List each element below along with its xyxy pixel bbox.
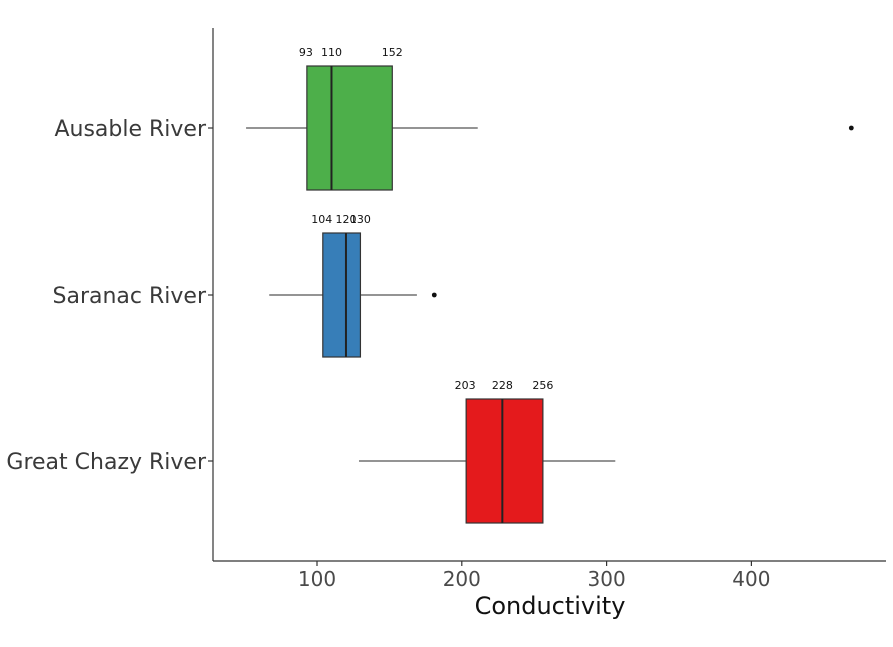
x-axis-title: Conductivity [475, 592, 626, 620]
data-label-ausable-river-2: 152 [382, 46, 403, 59]
category-label-saranac-river: Saranac River [53, 284, 207, 309]
outlier-point-ausable-river-0 [848, 125, 854, 131]
category-label-ausable-river: Ausable River [54, 117, 206, 142]
iqr-box-ausable-river [306, 65, 393, 191]
y-axis-labels: Ausable River Saranac River Great Chazy Ri… [6, 117, 213, 475]
outlier-point-saranac-river-0 [431, 292, 437, 298]
data-label-great-chazy-river-1: 228 [492, 379, 513, 392]
data-label-ausable-river-1: 110 [321, 46, 342, 59]
x-tick-label-100: 100 [298, 567, 336, 591]
data-label-great-chazy-river-2: 256 [532, 379, 553, 392]
data-label-saranac-river-0: 104 [311, 213, 332, 226]
iqr-box-saranac-river [322, 232, 362, 358]
data-label-saranac-river-2: 130 [350, 213, 371, 226]
box-great-chazy-river: 203 228 256 [358, 379, 616, 524]
x-tick-label-300: 300 [588, 567, 626, 591]
data-label-great-chazy-river-0: 203 [455, 379, 476, 392]
x-tick-label-200: 200 [443, 567, 481, 591]
category-label-great-chazy-river: Great Chazy River [6, 450, 207, 475]
box-ausable-river: 93 110 152 [246, 46, 854, 191]
iqr-box-great-chazy-river [465, 398, 544, 524]
data-label-saranac-river-1: 120 [335, 213, 356, 226]
x-tick-label-400: 400 [732, 567, 770, 591]
data-label-ausable-river-0: 93 [299, 46, 313, 59]
x-axis-ticks: 100 200 300 400 [298, 561, 770, 591]
